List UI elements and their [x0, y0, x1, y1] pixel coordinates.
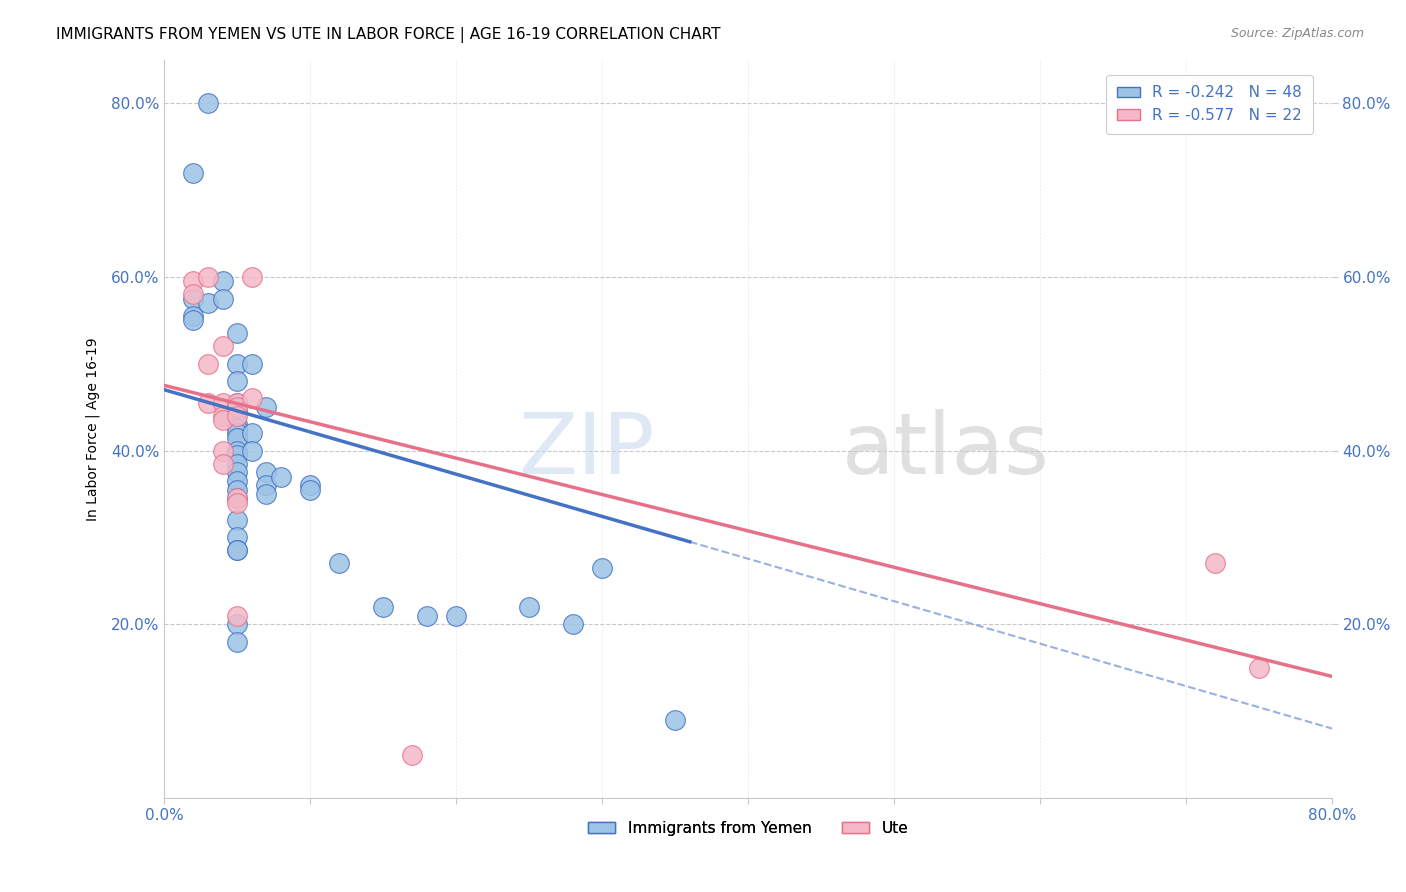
Point	[226, 426, 249, 441]
Point	[226, 530, 249, 544]
Point	[211, 443, 233, 458]
Point	[226, 430, 249, 444]
Point	[416, 608, 439, 623]
Point	[226, 357, 249, 371]
Point	[197, 96, 219, 111]
Point	[211, 396, 233, 410]
Point	[183, 287, 205, 301]
Point	[226, 496, 249, 510]
Point	[226, 404, 249, 418]
Point	[226, 617, 249, 632]
Point	[240, 269, 263, 284]
Point	[226, 326, 249, 341]
Point	[211, 339, 233, 353]
Text: ZIP: ZIP	[519, 409, 655, 492]
Point	[226, 513, 249, 527]
Point	[226, 400, 249, 414]
Point	[517, 599, 540, 614]
Point	[401, 747, 423, 762]
Point	[299, 478, 322, 492]
Point	[211, 409, 233, 423]
Point	[226, 396, 249, 410]
Text: Source: ZipAtlas.com: Source: ZipAtlas.com	[1230, 27, 1364, 40]
Point	[256, 465, 278, 479]
Point	[197, 269, 219, 284]
Point	[211, 292, 233, 306]
Point	[197, 296, 219, 310]
Point	[240, 426, 263, 441]
Point	[226, 409, 249, 423]
Point	[591, 561, 613, 575]
Point	[226, 483, 249, 497]
Point	[197, 357, 219, 371]
Point	[183, 313, 205, 327]
Point	[226, 491, 249, 506]
Point	[197, 396, 219, 410]
Point	[211, 413, 233, 427]
Point	[183, 274, 205, 288]
Y-axis label: In Labor Force | Age 16-19: In Labor Force | Age 16-19	[86, 337, 100, 521]
Point	[226, 465, 249, 479]
Text: atlas: atlas	[842, 409, 1050, 492]
Point	[373, 599, 395, 614]
Point	[444, 608, 467, 623]
Point	[211, 274, 233, 288]
Point	[562, 617, 585, 632]
Point	[256, 487, 278, 501]
Point	[226, 443, 249, 458]
Point	[664, 713, 686, 727]
Point	[226, 457, 249, 471]
Point	[226, 543, 249, 558]
Point	[240, 443, 263, 458]
Point	[1204, 557, 1226, 571]
Point	[240, 392, 263, 406]
Point	[226, 634, 249, 648]
Point	[270, 469, 292, 483]
Point	[211, 457, 233, 471]
Point	[183, 292, 205, 306]
Point	[226, 543, 249, 558]
Point	[226, 396, 249, 410]
Point	[226, 491, 249, 506]
Point	[299, 483, 322, 497]
Point	[1249, 661, 1271, 675]
Point	[256, 400, 278, 414]
Point	[226, 608, 249, 623]
Point	[183, 309, 205, 323]
Point	[226, 474, 249, 488]
Point	[226, 417, 249, 432]
Point	[240, 357, 263, 371]
Point	[256, 478, 278, 492]
Point	[226, 422, 249, 436]
Text: IMMIGRANTS FROM YEMEN VS UTE IN LABOR FORCE | AGE 16-19 CORRELATION CHART: IMMIGRANTS FROM YEMEN VS UTE IN LABOR FO…	[56, 27, 721, 43]
Point	[226, 374, 249, 388]
Point	[226, 448, 249, 462]
Legend: Immigrants from Yemen, Ute: Immigrants from Yemen, Ute	[582, 815, 914, 842]
Point	[183, 165, 205, 179]
Point	[328, 557, 350, 571]
